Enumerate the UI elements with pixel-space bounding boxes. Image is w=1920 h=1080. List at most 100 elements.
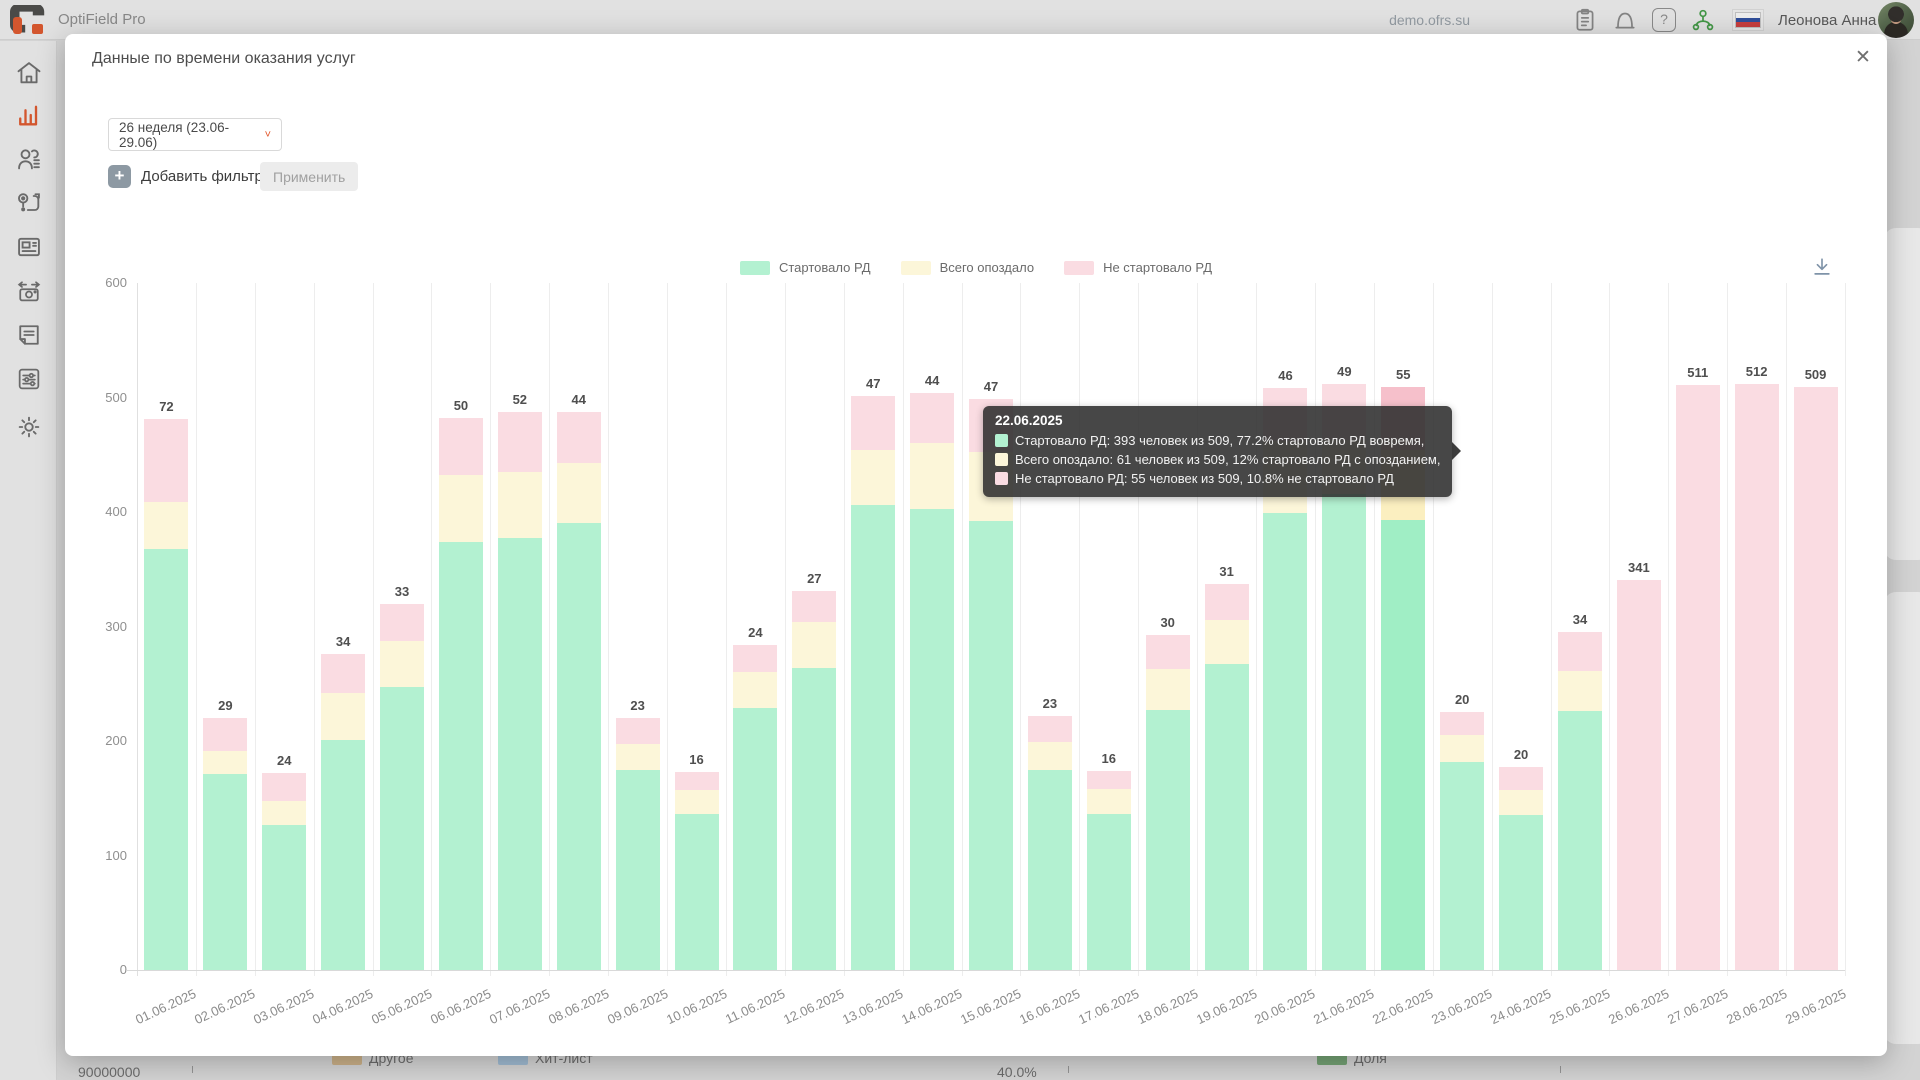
bar-segment-05.06.2025[interactable] [380,641,425,688]
bar-segment-16.06.2025[interactable] [1027,769,1072,970]
bar-segment-08.06.2025[interactable] [556,412,601,463]
bar-segment-05.06.2025[interactable] [380,687,425,970]
bar-segment-22.06.2025[interactable] [1381,520,1426,970]
bar-segment-18.06.2025[interactable] [1145,634,1190,669]
bar-segment-21.06.2025[interactable] [1322,493,1367,970]
bar-segment-07.06.2025[interactable] [497,471,542,539]
bar-segment-10.06.2025[interactable] [674,814,719,970]
flag-russia-icon[interactable] [1732,9,1764,31]
bar-segment-18.06.2025[interactable] [1145,668,1190,711]
bar-segment-17.06.2025[interactable] [1086,770,1131,790]
bar-segment-13.06.2025[interactable] [851,450,896,506]
bar-segment-10.06.2025[interactable] [674,790,719,815]
bar-segment-23.06.2025[interactable] [1440,761,1485,970]
bar-segment-01.06.2025[interactable] [144,548,189,970]
clipboard-icon[interactable] [1572,7,1598,33]
bar-segment-07.06.2025[interactable] [497,412,542,472]
bar-segment-19.06.2025[interactable] [1204,664,1249,970]
bar-segment-28.06.2025[interactable] [1734,383,1779,970]
bar-segment-11.06.2025[interactable] [733,672,778,708]
sidebar-item-sliders-icon[interactable] [15,365,43,393]
sidebar-item-home-icon[interactable] [15,59,43,87]
bar-segment-29.06.2025[interactable] [1793,387,1838,970]
app-logo-icon[interactable] [10,5,46,35]
bar-segment-12.06.2025[interactable] [792,591,837,622]
bar-segment-01.06.2025[interactable] [144,501,189,549]
bar-segment-06.06.2025[interactable] [438,541,483,970]
bar-segment-07.06.2025[interactable] [497,538,542,970]
bar-segment-19.06.2025[interactable] [1204,584,1249,620]
bar-segment-14.06.2025[interactable] [910,443,955,509]
bar-segment-04.06.2025[interactable] [321,653,366,693]
bar-segment-25.06.2025[interactable] [1557,711,1602,970]
bar-segment-05.06.2025[interactable] [380,603,425,642]
bar-segment-09.06.2025[interactable] [615,718,660,745]
avatar[interactable] [1878,2,1914,38]
bar-segment-09.06.2025[interactable] [615,744,660,770]
bar-segment-17.06.2025[interactable] [1086,789,1131,815]
bar-segment-02.06.2025[interactable] [203,751,248,775]
bar-segment-12.06.2025[interactable] [792,667,837,970]
sidebar-item-bar-chart-icon[interactable] [15,101,43,129]
bar-segment-18.06.2025[interactable] [1145,710,1190,970]
download-icon[interactable] [1811,256,1833,278]
legend-swatch [900,260,931,275]
bar-segment-17.06.2025[interactable] [1086,814,1131,970]
bar-segment-06.06.2025[interactable] [438,418,483,476]
bar-segment-08.06.2025[interactable] [556,462,601,524]
bar-segment-24.06.2025[interactable] [1499,815,1544,970]
sidebar-item-people-icon[interactable] [15,145,43,173]
legend-item[interactable]: Не стартовало РД [1064,260,1212,275]
legend-item[interactable]: Стартовало РД [739,260,871,275]
sidebar-item-route-icon[interactable] [15,189,43,217]
bar-segment-04.06.2025[interactable] [321,739,366,970]
legend-item[interactable]: Всего опоздало [900,260,1034,275]
sidebar-item-news-icon[interactable] [15,233,43,261]
bar-segment-24.06.2025[interactable] [1499,790,1544,816]
bar-segment-24.06.2025[interactable] [1499,767,1544,791]
sidebar-item-gear-icon[interactable] [15,413,43,441]
bar-segment-12.06.2025[interactable] [792,621,837,668]
bar-segment-13.06.2025[interactable] [851,396,896,451]
apply-button[interactable]: Применить [260,162,359,191]
bar-segment-03.06.2025[interactable] [262,800,307,825]
bar-segment-13.06.2025[interactable] [851,505,896,970]
bar-segment-02.06.2025[interactable] [203,718,248,752]
bar-segment-09.06.2025[interactable] [615,769,660,970]
sidebar-item-document-icon[interactable] [15,321,43,349]
bar-segment-23.06.2025[interactable] [1440,735,1485,762]
add-filter-plus-icon[interactable]: + [108,165,131,188]
help-icon[interactable]: ? [1652,8,1676,32]
chart-gridline [784,283,786,976]
bar-segment-25.06.2025[interactable] [1557,632,1602,672]
bar-segment-16.06.2025[interactable] [1027,742,1072,770]
add-filter-label[interactable]: Добавить фильтр [141,168,263,185]
bar-segment-25.06.2025[interactable] [1557,671,1602,712]
bar-segment-10.06.2025[interactable] [674,771,719,791]
bar-value-label: 44 [924,372,940,388]
bar-segment-15.06.2025[interactable] [969,521,1013,970]
bar-segment-01.06.2025[interactable] [144,419,189,502]
bar-segment-16.06.2025[interactable] [1027,715,1072,743]
bar-segment-14.06.2025[interactable] [910,508,955,970]
bar-segment-23.06.2025[interactable] [1440,712,1485,736]
bar-segment-27.06.2025[interactable] [1675,384,1720,970]
bar-segment-20.06.2025[interactable] [1263,513,1308,970]
bar-segment-11.06.2025[interactable] [733,644,778,673]
bell-icon[interactable] [1612,7,1638,33]
user-name[interactable]: Леонова Анна [1778,12,1877,29]
bar-segment-11.06.2025[interactable] [733,707,778,970]
week-select[interactable]: 26 неделя (23.06-29.06) ˅ [108,118,282,151]
org-share-icon[interactable] [1690,7,1716,33]
bar-segment-04.06.2025[interactable] [321,692,366,740]
bar-segment-02.06.2025[interactable] [203,774,248,970]
close-icon[interactable]: ✕ [1855,47,1871,68]
bar-segment-03.06.2025[interactable] [262,773,307,801]
bar-segment-08.06.2025[interactable] [556,523,601,970]
sidebar-item-camera-icon[interactable] [15,277,43,305]
bar-segment-06.06.2025[interactable] [438,475,483,542]
bar-segment-14.06.2025[interactable] [910,392,955,444]
bar-segment-19.06.2025[interactable] [1204,619,1249,665]
bar-segment-03.06.2025[interactable] [262,824,307,970]
bar-segment-26.06.2025[interactable] [1616,579,1661,970]
